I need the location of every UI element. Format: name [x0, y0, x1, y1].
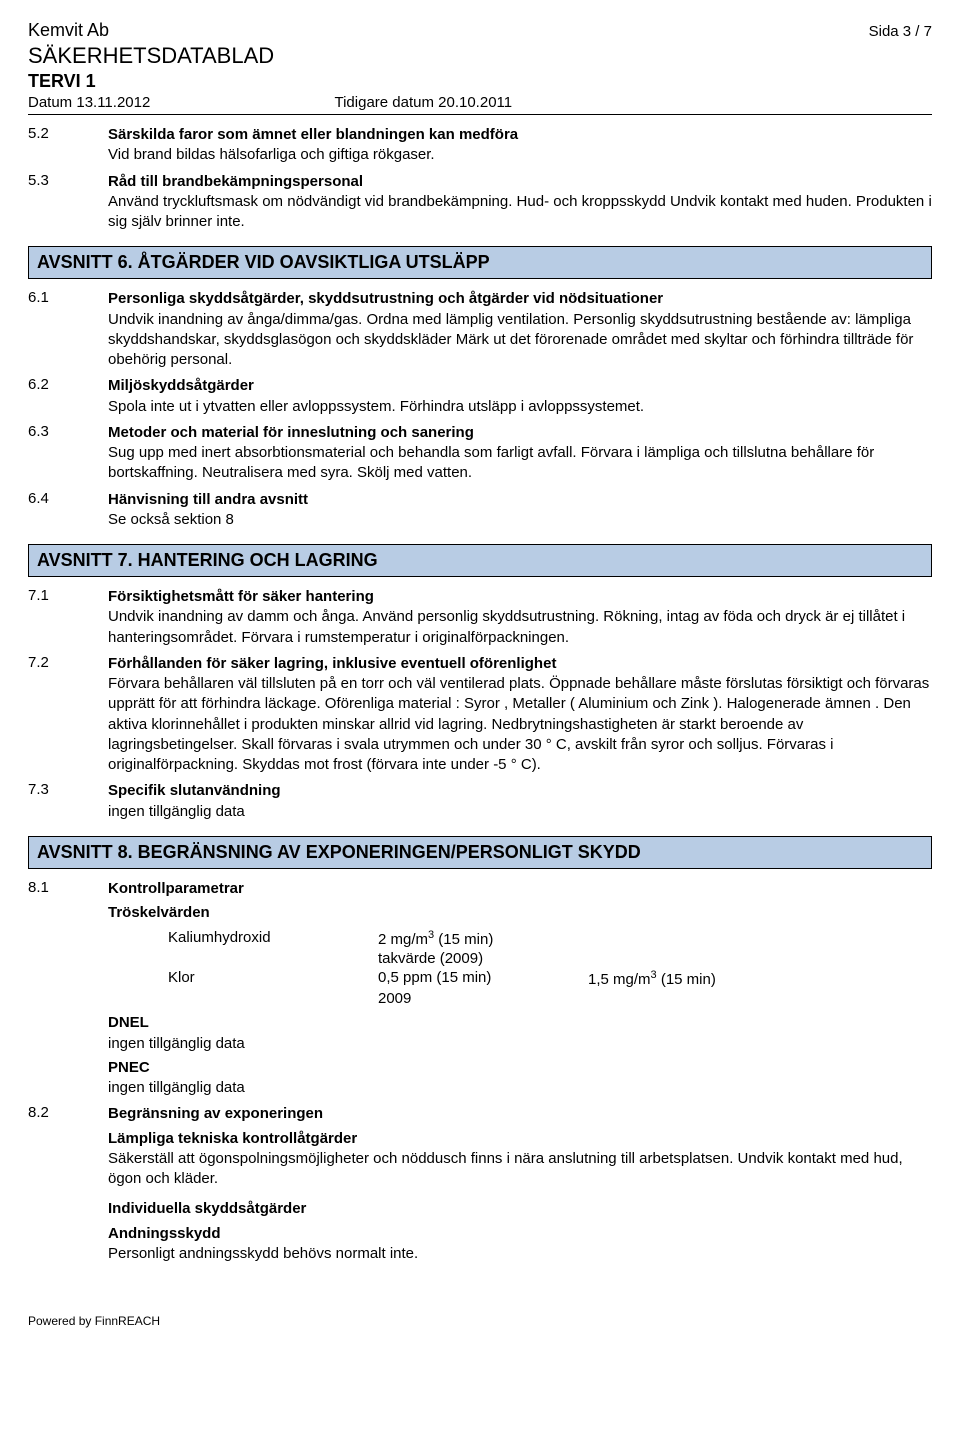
item-7-3: 7.3 Specifik slutanvändning ingen tillgä… [28, 781, 932, 822]
item-5-2: 5.2 Särskilda faror som ämnet eller blan… [28, 125, 932, 166]
date-previous: Tidigare datum 20.10.2011 [334, 94, 512, 111]
threshold-value: 2 mg/m3 (15 min) [378, 929, 588, 948]
pnec-text: ingen tillgänglig data [108, 1078, 932, 1098]
date-current: Datum 13.11.2012 [28, 94, 150, 111]
substance-name: Kaliumhydroxid [168, 929, 378, 948]
item-text: Förvara behållaren väl tillsluten på en … [108, 674, 932, 775]
section-6-header: AVSNITT 6. ÅTGÄRDER VID OAVSIKTLIGA UTSL… [28, 246, 932, 279]
item-8-2: 8.2 Begränsning av exponeringen Lämpliga… [28, 1104, 932, 1264]
item-text: Använd tryckluftsmask om nödvändigt vid … [108, 192, 932, 233]
item-text: Säkerställ att ögonspolningsmöjligheter … [108, 1149, 932, 1190]
sub-heading: Individuella skyddsåtgärder [108, 1199, 932, 1219]
item-number: 6.1 [28, 289, 108, 370]
item-number: 7.2 [28, 654, 108, 776]
item-number: 7.1 [28, 587, 108, 648]
item-number: 6.4 [28, 490, 108, 531]
product-name: TERVI 1 [28, 71, 932, 92]
threshold-note: 2009 [378, 990, 588, 1007]
footer-text: Powered by FinnREACH [28, 1314, 932, 1328]
item-heading: Försiktighetsmått för säker hantering [108, 587, 932, 607]
dnel-block: DNEL ingen tillgänglig data PNEC ingen t… [28, 1009, 932, 1098]
item-heading: Miljöskyddsåtgärder [108, 376, 932, 396]
section-7-header: AVSNITT 7. HANTERING OCH LAGRING [28, 544, 932, 577]
item-number: 8.1 [28, 879, 108, 924]
threshold-row: 2009 [108, 990, 932, 1007]
item-8-1: 8.1 Kontrollparametrar Tröskelvärden [28, 879, 932, 924]
pnec-label: PNEC [108, 1058, 932, 1078]
item-number: 8.2 [28, 1104, 108, 1264]
document-title: SÄKERHETSDATABLAD [28, 43, 932, 69]
dnel-label: DNEL [108, 1013, 932, 1033]
item-heading: Kontrollparametrar [108, 879, 932, 899]
item-text: Undvik inandning av ånga/dimma/gas. Ordn… [108, 310, 932, 371]
item-7-2: 7.2 Förhållanden för säker lagring, inkl… [28, 654, 932, 776]
item-heading: Förhållanden för säker lagring, inklusiv… [108, 654, 932, 674]
threshold-note: takvärde (2009) [378, 950, 588, 967]
threshold-value: 1,5 mg/m3 (15 min) [588, 969, 932, 988]
threshold-value: 0,5 ppm (15 min) [378, 969, 588, 988]
substance-name: Klor [168, 969, 378, 988]
item-text: Undvik inandning av damm och ånga. Använ… [108, 607, 932, 648]
item-text: Sug upp med inert absorbtionsmaterial oc… [108, 443, 932, 484]
item-number: 7.3 [28, 781, 108, 822]
item-text: Vid brand bildas hälsofarliga och giftig… [108, 145, 932, 165]
item-number: 5.3 [28, 172, 108, 233]
threshold-row: Klor 0,5 ppm (15 min) 1,5 mg/m3 (15 min) [108, 969, 932, 988]
item-heading: Metoder och material för inneslutning oc… [108, 423, 932, 443]
item-6-3: 6.3 Metoder och material för inneslutnin… [28, 423, 932, 484]
item-heading: Begränsning av exponeringen [108, 1104, 932, 1124]
item-heading: Hänvisning till andra avsnitt [108, 490, 932, 510]
threshold-row: takvärde (2009) [108, 950, 932, 967]
sub-heading: Lämpliga tekniska kontrollåtgärder [108, 1129, 932, 1149]
item-text: Personligt andningsskydd behövs normalt … [108, 1244, 932, 1264]
threshold-label: Tröskelvärden [108, 903, 932, 923]
item-6-4: 6.4 Hänvisning till andra avsnitt Se ock… [28, 490, 932, 531]
item-6-1: 6.1 Personliga skyddsåtgärder, skyddsutr… [28, 289, 932, 370]
threshold-row: Kaliumhydroxid 2 mg/m3 (15 min) [108, 929, 932, 948]
page-number: Sida 3 / 7 [869, 23, 932, 40]
sub-heading: Andningsskydd [108, 1224, 932, 1244]
item-7-1: 7.1 Försiktighetsmått för säker hanterin… [28, 587, 932, 648]
threshold-table: Kaliumhydroxid 2 mg/m3 (15 min) takvärde… [108, 929, 932, 1007]
dnel-text: ingen tillgänglig data [108, 1034, 932, 1054]
company-name: Kemvit Ab [28, 20, 109, 41]
item-6-2: 6.2 Miljöskyddsåtgärder Spola inte ut i … [28, 376, 932, 417]
item-heading: Råd till brandbekämpningspersonal [108, 172, 932, 192]
item-number: 5.2 [28, 125, 108, 166]
item-text: Se också sektion 8 [108, 510, 932, 530]
header-rule [28, 114, 932, 115]
section-8-header: AVSNITT 8. BEGRÄNSNING AV EXPONERINGEN/P… [28, 836, 932, 869]
item-5-3: 5.3 Råd till brandbekämpningspersonal An… [28, 172, 932, 233]
item-heading: Personliga skyddsåtgärder, skyddsutrustn… [108, 289, 932, 309]
item-text: ingen tillgänglig data [108, 802, 932, 822]
item-text: Spola inte ut i ytvatten eller avloppssy… [108, 397, 932, 417]
item-heading: Specifik slutanvändning [108, 781, 932, 801]
item-heading: Särskilda faror som ämnet eller blandnin… [108, 125, 932, 145]
item-number: 6.3 [28, 423, 108, 484]
item-number: 6.2 [28, 376, 108, 417]
